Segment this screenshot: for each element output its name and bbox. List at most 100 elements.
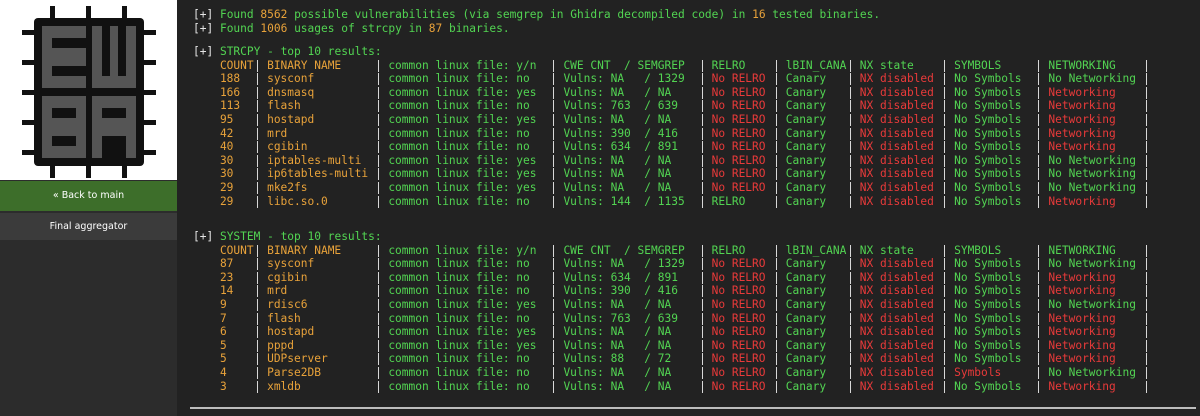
table-cell: No Symbols: [954, 72, 1022, 86]
column-separator: [1146, 114, 1148, 126]
table-cell: common linux file: yes: [388, 298, 537, 311]
column-separator: [553, 367, 555, 379]
table-cell: xmldb: [267, 379, 301, 393]
summary-text: usages of strcpy in: [287, 21, 429, 35]
column-separator: [553, 285, 555, 298]
column-separator: [701, 244, 703, 257]
table-cell: No Symbols: [954, 325, 1022, 339]
table-cell: NX disabled: [859, 325, 934, 339]
marker: [+]: [193, 8, 214, 21]
table-cell: Canary: [785, 284, 827, 298]
table-cell: common linux file: yes: [388, 325, 537, 339]
column-separator: [1038, 380, 1040, 393]
table-row: 7 flash common linux file: no Vulns: 763 / …: [193, 312, 1193, 326]
column-separator: [378, 285, 380, 298]
column-separator: [1146, 73, 1148, 86]
table-cell: NX disabled: [859, 311, 934, 325]
column-separator: [849, 326, 851, 339]
table-cell: 30: [219, 167, 234, 181]
table-cell: Vulns: 88 / 72: [563, 352, 672, 366]
column-separator: [944, 182, 945, 194]
column-separator: [944, 367, 945, 379]
table-cell: No RELRO: [711, 284, 766, 298]
table-cell: Canary: [785, 325, 827, 339]
column-separator: [775, 380, 777, 393]
column-separator: [701, 182, 703, 194]
table-cell: 87: [219, 257, 234, 271]
table-cell: NX disabled: [859, 338, 934, 352]
column-separator: [1146, 195, 1148, 208]
table-cell: No RELRO: [711, 140, 766, 154]
table-cell: No Symbols: [954, 140, 1022, 154]
column-separator: [256, 258, 258, 271]
column-separator: [849, 73, 851, 86]
column-separator: [775, 244, 777, 257]
table-cell: Canary: [785, 366, 827, 379]
table-cell: 14: [219, 284, 234, 298]
table-cell: No RELRO: [711, 325, 766, 339]
table-cell: SYMBOLS: [954, 243, 1002, 257]
column-separator: [553, 299, 555, 311]
column-separator: [1038, 312, 1040, 325]
table-cell: Canary: [785, 140, 827, 154]
table-cell: Networking: [1048, 126, 1116, 140]
table-cell: No RELRO: [711, 99, 766, 113]
column-separator: [775, 100, 777, 113]
table-cell: common linux file: yes: [388, 338, 537, 352]
table-cell: Vulns: NA / NA: [563, 338, 672, 352]
table-cell: common linux file: yes: [388, 181, 537, 194]
table-cell: ip6tables-multi: [267, 167, 369, 181]
table-cell: NETWORKING: [1048, 243, 1116, 257]
column-separator: [849, 367, 851, 379]
column-separator: [701, 380, 703, 393]
nav-item[interactable]: Final aggregator: [0, 213, 177, 240]
column-separator: [256, 244, 258, 257]
summary-line: [+] Found 1006 usages of strcpy in 87 bin…: [193, 22, 1193, 36]
column-separator: [944, 86, 945, 99]
column-separator: [553, 154, 555, 167]
column-separator: [1038, 244, 1040, 257]
column-separator: [849, 380, 851, 393]
column-separator: [1038, 114, 1040, 126]
table-cell: No RELRO: [711, 72, 766, 86]
table-cell: lBIN_CANA: [785, 243, 847, 257]
column-separator: [1038, 73, 1040, 86]
title: SYSTEM - top 10 results:: [219, 230, 382, 243]
column-separator: [775, 59, 777, 72]
table-cell: No Networking: [1048, 72, 1136, 86]
column-separator: [1146, 367, 1148, 379]
table-cell: No Networking: [1048, 298, 1136, 311]
column-separator: [378, 326, 380, 339]
column-separator: [701, 168, 703, 181]
back-button[interactable]: « Back to main: [0, 181, 177, 211]
column-separator: [553, 100, 555, 113]
column-separator: [701, 258, 703, 271]
summary-line: [+] Found 8562 possible vulnerabilities (…: [193, 8, 1193, 22]
column-separator: [701, 339, 703, 352]
column-separator: [553, 244, 555, 257]
table-cell: Canary: [785, 126, 827, 140]
table-cell: No Symbols: [954, 311, 1022, 325]
column-separator: [256, 367, 258, 379]
table-cell: Canary: [785, 352, 827, 366]
column-separator: [775, 73, 777, 86]
column-separator: [775, 127, 777, 140]
table-cell: sysconf: [267, 72, 315, 86]
column-separator: [849, 141, 851, 154]
column-separator: [256, 195, 258, 208]
table-row: 5 pppd common linux file: yes Vulns: NA / N…: [193, 339, 1193, 353]
summary-text: binaries.: [442, 21, 510, 35]
table-cell: UDPserver: [267, 352, 328, 366]
column-separator: [1146, 271, 1148, 284]
column-separator: [1038, 367, 1040, 379]
column-separator: [944, 271, 945, 284]
summary-text: Found: [219, 21, 261, 35]
table-cell: lBIN_CANA: [785, 58, 847, 72]
column-separator: [256, 285, 258, 298]
table-cell: iptables-multi: [267, 153, 362, 167]
table-cell: BINARY NAME: [267, 58, 342, 72]
column-separator: [1038, 59, 1040, 72]
table-cell: common linux file: no: [388, 194, 530, 208]
table-cell: Networking: [1048, 99, 1116, 113]
table-cell: COUNT: [219, 58, 254, 72]
